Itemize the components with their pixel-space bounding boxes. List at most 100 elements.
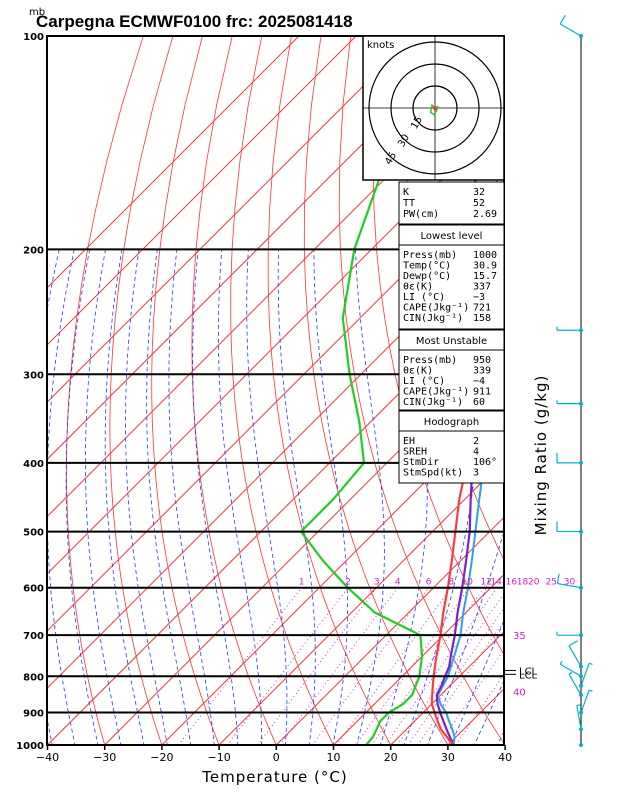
mixing-ratio-label: 3 — [374, 578, 380, 588]
wind-barb-column — [556, 15, 593, 747]
lowest-level-row-value: 158 — [473, 313, 491, 324]
index-row-value: 32 — [473, 187, 485, 198]
moist-adiabat-line — [47, 249, 60, 745]
lowest-level-row-value: 30.9 — [473, 261, 497, 272]
lowest-level-row-value: 337 — [473, 282, 491, 293]
most-unstable-row-label: CIN(Jkg⁻¹) — [403, 397, 463, 408]
dry-adiabat-line — [303, 36, 449, 745]
isotherm-line — [333, 573, 504, 745]
dry-adiabat-line — [151, 36, 220, 745]
mixing-ratio-label: 12 — [480, 578, 491, 588]
moist-adiabat-line — [9, 249, 45, 760]
pressure-tick-label: 1000 — [16, 741, 44, 752]
hodograph-table-header: Hodograph — [424, 417, 479, 428]
moist-adiabat-line — [104, 249, 145, 745]
index-row-label: K — [403, 187, 409, 198]
hodograph-ring — [390, 63, 480, 153]
isotherm-line — [47, 36, 471, 461]
pressure-tick-label: 800 — [23, 672, 44, 683]
mixing-ratio-label: 8 — [448, 578, 454, 588]
x-axis-label: Temperature (°C) — [201, 768, 347, 786]
dry-adiabat-line — [191, 36, 277, 745]
lowest-level-row-label: θε(K) — [403, 282, 433, 293]
mixing-ratio-label: 6 — [426, 578, 432, 588]
wind-barb-point — [579, 743, 583, 747]
mixing-ratio-label: 10 — [461, 578, 473, 588]
hodograph-ring — [412, 85, 458, 131]
pressure-tick-label: 600 — [23, 584, 44, 595]
pressure-tick-label: 400 — [23, 459, 44, 470]
hodograph-table-row-label: StmSpd(kt) — [403, 468, 463, 479]
lowest-level-row-label: Temp(°C) — [403, 261, 451, 272]
dry-adiabat-line — [498, 36, 504, 143]
hodograph-ring-label: 30 — [396, 133, 412, 150]
lowest-level-row-label: CAPE(Jkg⁻¹) — [403, 303, 469, 314]
isotherm-line — [562, 36, 618, 745]
hodograph-table-row-label: SREH — [403, 447, 427, 458]
wind-barb-flag — [568, 640, 578, 647]
mixing-ratio-label: 14 — [490, 578, 502, 588]
x-tick-label: −30 — [93, 751, 116, 764]
most-unstable-row-label: LI (°C) — [403, 376, 445, 387]
most-unstable-header: Most Unstable — [416, 336, 487, 347]
moist-adiabat-line — [246, 249, 288, 745]
hodograph-table-row-label: EH — [403, 436, 415, 447]
wind-barb — [568, 673, 582, 696]
lowest-level-row-value: 721 — [473, 303, 491, 314]
lowest-level-row-label: CIN(Jkg⁻¹) — [403, 313, 463, 324]
wind-barb — [557, 582, 582, 589]
dry-adiabat-line — [230, 36, 334, 745]
moist-adiabat-line — [355, 249, 385, 745]
mixing-ratio-line — [384, 587, 498, 745]
isotherm-line — [47, 36, 357, 346]
indices-box — [398, 181, 505, 225]
lowest-level-box — [398, 224, 505, 330]
dry-adiabat-line — [338, 36, 504, 745]
hodograph-table-row-value: 106° — [473, 457, 497, 468]
hodograph-table-box — [398, 410, 505, 484]
hodograph-table-row-label: StmDir — [403, 457, 439, 468]
mixing-ratio-label: 30 — [564, 578, 576, 588]
pressure-tick-label: 900 — [23, 709, 44, 720]
isotherm-line — [218, 459, 504, 745]
pressure-unit-label: mb — [29, 7, 45, 18]
isotherm-line — [161, 402, 504, 745]
index-row-value: 2.69 — [473, 209, 497, 220]
moist-adiabat-line — [427, 530, 504, 745]
isotherm-line — [47, 230, 504, 690]
x-tick-label: −20 — [150, 751, 173, 764]
dry-adiabat-line — [267, 36, 392, 745]
hodograph-table-row-value: 3 — [473, 468, 479, 479]
mixing-ratio-label: 16 — [506, 578, 518, 588]
moist-adiabat-line — [496, 730, 504, 745]
most-unstable-row-value: 339 — [473, 366, 491, 377]
x-tick-label: 20 — [384, 751, 398, 764]
most-unstable-row-value: −4 — [473, 376, 485, 387]
mixing-ratio-label: 2 — [345, 578, 351, 588]
index-row-label: PW(cm) — [403, 209, 439, 220]
mixing-ratio-line — [407, 607, 504, 745]
lowest-level-header: Lowest level — [421, 231, 483, 242]
most-unstable-row-label: Press(mb) — [403, 355, 457, 366]
pressure-tick-label: 100 — [23, 32, 44, 43]
moist-adiabat-line — [47, 249, 76, 745]
mixing-ratio-label: 18 — [517, 578, 529, 588]
most-unstable-row-value: 911 — [473, 387, 491, 398]
wind-barb-flag — [589, 662, 593, 665]
lowest-level-row-value: 1000 — [473, 250, 497, 261]
wind-barb — [559, 23, 582, 37]
wind-barb-flag — [576, 704, 581, 707]
isotherm-line — [47, 173, 504, 632]
mixing-ratio-line — [257, 587, 378, 745]
wind-barb — [580, 689, 590, 713]
lowest-level-row-label: LI (°C) — [403, 292, 445, 303]
x-tick-label: 10 — [327, 751, 341, 764]
most-unstable-row-label: θε(K) — [403, 366, 433, 377]
dry-adiabat-line — [588, 36, 618, 760]
wind-barb — [580, 663, 590, 686]
isotherm-line — [47, 36, 414, 404]
mixing-ratio-line — [455, 673, 504, 745]
moist-adiabat-line — [192, 249, 239, 745]
x-tick-label: −40 — [36, 751, 59, 764]
